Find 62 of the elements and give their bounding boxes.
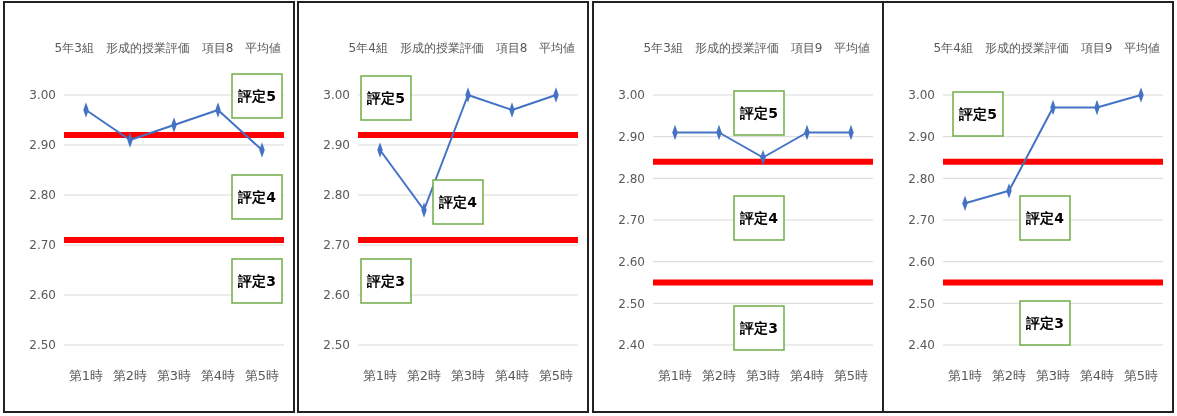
annotation: 評定5 xyxy=(237,87,276,104)
y-tick-label: 2.70 xyxy=(323,238,350,253)
y-tick-label: 2.50 xyxy=(618,296,645,311)
y-tick-label: 2.90 xyxy=(618,129,645,144)
y-tick-label: 2.60 xyxy=(323,288,350,303)
y-tick-label: 2.80 xyxy=(323,188,350,203)
y-tick-label: 2.60 xyxy=(29,288,56,303)
annotation: 評定3 xyxy=(237,272,276,289)
y-tick-label: 2.50 xyxy=(323,338,350,353)
x-tick-label: 第2時 xyxy=(406,368,442,383)
x-tick-label: 第3時 xyxy=(1035,368,1071,383)
chart-title: 5年3組 形成的授業評価 項目8 平均値 xyxy=(54,41,282,55)
x-tick-label: 第1時 xyxy=(947,368,983,383)
annotation: 評定5 xyxy=(366,89,405,106)
annotation: 評定4 xyxy=(237,188,277,205)
y-tick-label: 2.70 xyxy=(908,213,935,228)
annotation: 評定3 xyxy=(739,319,778,336)
x-tick-label: 第3時 xyxy=(745,368,781,383)
annotation: 評定4 xyxy=(739,209,779,226)
x-tick-label: 第4時 xyxy=(789,368,825,383)
annotation: 評定5 xyxy=(958,105,997,122)
y-tick-label: 2.90 xyxy=(323,138,350,153)
annotation: 評定3 xyxy=(366,272,405,289)
x-tick-label: 第2時 xyxy=(701,368,737,383)
y-tick-label: 2.80 xyxy=(618,171,645,186)
y-tick-label: 3.00 xyxy=(618,88,645,103)
y-tick-label: 2.60 xyxy=(908,254,935,269)
x-tick-label: 第5時 xyxy=(244,368,280,383)
x-tick-label: 第5時 xyxy=(538,368,574,383)
annotation: 評定4 xyxy=(438,193,478,210)
y-tick-label: 2.60 xyxy=(618,254,645,269)
x-tick-label: 第1時 xyxy=(68,368,104,383)
y-tick-label: 2.80 xyxy=(908,171,935,186)
y-tick-label: 2.90 xyxy=(29,138,56,153)
x-tick-label: 第5時 xyxy=(833,368,869,383)
x-tick-label: 第4時 xyxy=(200,368,236,383)
x-tick-label: 第3時 xyxy=(450,368,486,383)
x-tick-label: 第3時 xyxy=(156,368,192,383)
x-tick-label: 第2時 xyxy=(991,368,1027,383)
y-tick-label: 2.40 xyxy=(618,338,645,353)
y-tick-label: 3.00 xyxy=(323,88,350,103)
x-tick-label: 第5時 xyxy=(1123,368,1159,383)
annotation: 評定3 xyxy=(1025,314,1064,331)
y-tick-label: 2.40 xyxy=(908,338,935,353)
y-tick-label: 2.70 xyxy=(618,213,645,228)
y-tick-label: 2.80 xyxy=(29,188,56,203)
x-tick-label: 第1時 xyxy=(657,368,693,383)
y-tick-label: 3.00 xyxy=(908,88,935,103)
chart-title: 5年4組 形成的授業評価 項目9 平均値 xyxy=(933,41,1161,55)
y-tick-label: 2.70 xyxy=(29,238,56,253)
y-tick-label: 2.90 xyxy=(908,129,935,144)
y-tick-label: 2.50 xyxy=(29,338,56,353)
x-tick-label: 第4時 xyxy=(1079,368,1115,383)
x-tick-label: 第1時 xyxy=(362,368,398,383)
y-tick-label: 2.50 xyxy=(908,296,935,311)
annotation: 評定5 xyxy=(739,104,778,121)
annotation: 評定4 xyxy=(1025,209,1065,226)
chart-title: 5年3組 形成的授業評価 項目9 平均値 xyxy=(643,41,871,55)
x-tick-label: 第2時 xyxy=(112,368,148,383)
y-tick-label: 3.00 xyxy=(29,88,56,103)
chart-title: 5年4組 形成的授業評価 項目8 平均値 xyxy=(348,41,576,55)
x-tick-label: 第4時 xyxy=(494,368,530,383)
